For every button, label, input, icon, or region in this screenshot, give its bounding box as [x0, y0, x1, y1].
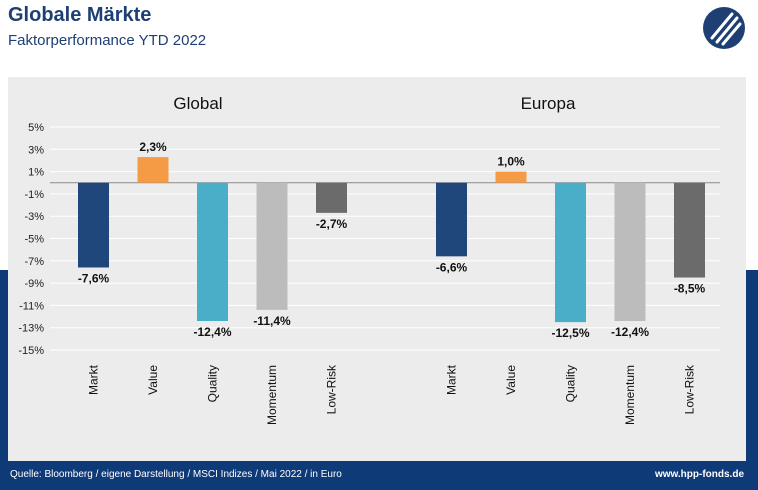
data-label: 2,3%	[139, 140, 167, 154]
bar-markt	[436, 182, 467, 257]
category-label: Quality	[206, 365, 220, 402]
bar-value	[495, 171, 527, 183]
factor-chart: 5% 3% 1% -1% -3% -5% -7% -9% -11% -13% -15% Global -…	[18, 94, 720, 425]
data-label: -11,4%	[253, 314, 291, 328]
website-link[interactable]: www.hpp-fonds.de	[654, 469, 744, 480]
y-tick-label: -15%	[18, 345, 44, 357]
bar-momentum	[256, 182, 288, 310]
bar-value	[137, 157, 169, 183]
y-tick-label: 3%	[28, 144, 44, 156]
chart-title: Global	[173, 94, 222, 113]
y-tick-label: 1%	[28, 167, 44, 179]
data-label: -12,4%	[193, 325, 231, 339]
category-label: Momentum	[265, 365, 279, 425]
y-tick-label: -7%	[24, 256, 44, 268]
category-label: Momentum	[623, 365, 637, 425]
data-label: -7,6%	[78, 271, 110, 285]
category-label: Value	[146, 365, 160, 395]
category-label: Markt	[445, 364, 459, 395]
page-title: Globale Märkte	[8, 4, 152, 26]
data-label: -2,7%	[316, 217, 348, 231]
category-label: Quality	[564, 365, 578, 402]
category-label: Markt	[87, 364, 101, 395]
y-tick-label: -9%	[24, 278, 44, 290]
bar-low-risk	[316, 182, 347, 213]
y-tick-label: -5%	[24, 234, 44, 246]
y-tick-label: -13%	[18, 323, 44, 335]
data-label: -12,4%	[611, 325, 649, 339]
bar-low-risk	[674, 182, 705, 278]
category-label: Low-Risk	[325, 364, 339, 414]
chart-title: Europa	[521, 94, 576, 113]
source-note: Quelle: Bloomberg / eigene Darstellung /…	[10, 469, 342, 480]
bar-momentum	[614, 182, 646, 322]
bar-quality	[197, 182, 228, 322]
chart-panel: 5% 3% 1% -1% -3% -5% -7% -9% -11% -13% -15% Global -…	[8, 77, 746, 461]
category-label: Low-Risk	[683, 364, 697, 414]
y-tick-label: -1%	[24, 189, 44, 201]
page-subtitle: Faktorperformance YTD 2022	[8, 32, 207, 49]
data-label: -12,5%	[551, 326, 589, 340]
y-tick-label: 5%	[28, 122, 44, 134]
data-label: -8,5%	[674, 282, 706, 296]
data-label: 1,0%	[497, 155, 525, 169]
bar-quality	[555, 182, 586, 323]
brand-logo-icon	[703, 7, 745, 49]
category-label: Value	[504, 365, 518, 395]
y-tick-label: -3%	[24, 211, 44, 223]
bar-markt	[78, 182, 109, 268]
data-label: -6,6%	[436, 260, 468, 274]
y-tick-label: -11%	[19, 300, 44, 312]
